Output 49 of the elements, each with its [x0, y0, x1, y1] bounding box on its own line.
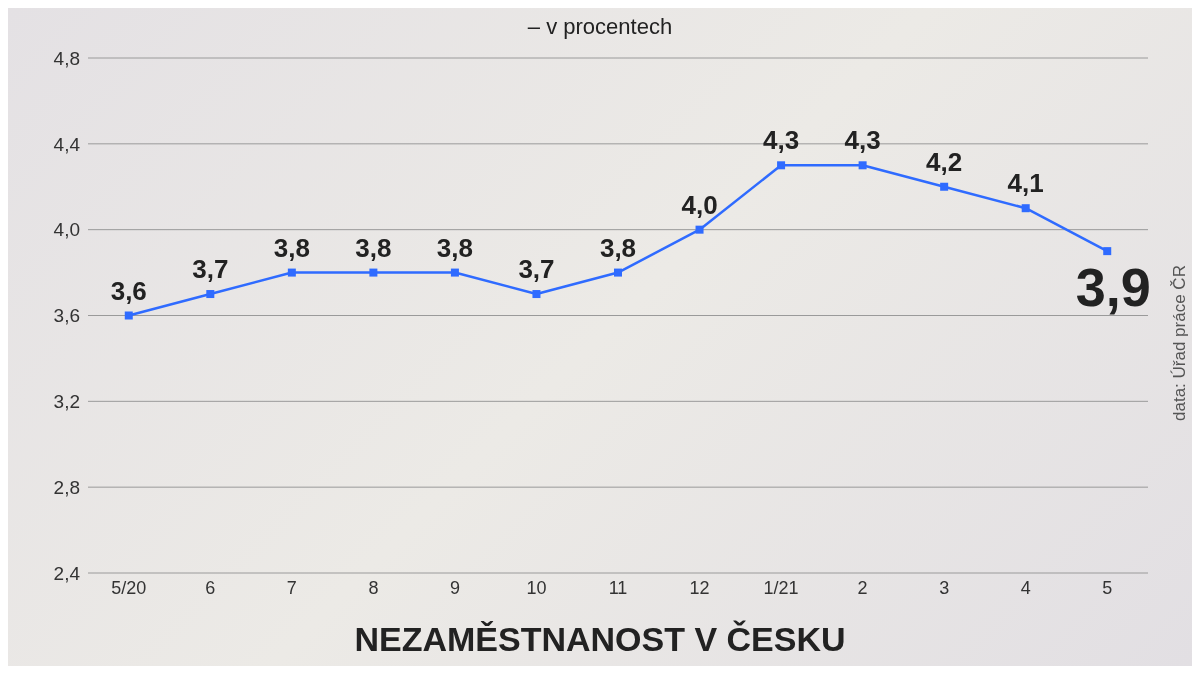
point — [532, 290, 541, 299]
point — [369, 268, 378, 277]
x-tick-label: 5/20 — [111, 577, 147, 598]
y-tick-label: 3,2 — [53, 391, 80, 413]
x-tick-label: 7 — [286, 577, 297, 598]
data-label: 3,8 — [355, 232, 392, 263]
x-tick-label: 8 — [368, 577, 379, 598]
data-label: 3,8 — [436, 232, 473, 263]
x-tick-label: 2 — [857, 577, 868, 598]
data-label: 3,7 — [192, 254, 229, 285]
data-label: 4,1 — [1007, 168, 1044, 199]
x-tick-label: 11 — [608, 577, 628, 598]
y-tick-label: 3,6 — [53, 305, 80, 327]
point — [1103, 247, 1112, 256]
point — [858, 161, 867, 170]
y-tick-label: 2,4 — [53, 562, 81, 584]
data-label: 3,7 — [518, 254, 555, 285]
data-label: 4,3 — [763, 125, 800, 156]
x-tick-label: 10 — [526, 577, 547, 598]
data-label: 3,9 — [1075, 257, 1151, 318]
point — [940, 182, 949, 191]
chart-subtitle: – v procentech — [526, 14, 674, 40]
point — [695, 225, 704, 234]
text: data: Úřad práce ČR — [1170, 264, 1190, 423]
x-tick-label: 12 — [689, 577, 710, 598]
x-tick-label: 9 — [449, 577, 460, 598]
x-tick-label: 5 — [1102, 577, 1113, 598]
data-label: 3,8 — [599, 232, 637, 263]
text: NEZAMĚSTNANOST V ČESKU — [353, 620, 847, 659]
point — [124, 311, 133, 320]
x-tick-label: 4 — [1020, 577, 1031, 598]
point — [206, 290, 215, 299]
point — [287, 268, 296, 277]
data-label: 4,3 — [844, 125, 881, 156]
y-tick-label: 4,0 — [53, 219, 80, 241]
point — [614, 268, 622, 277]
x-tick-label: 3 — [939, 577, 950, 598]
y-tick-label: 4,8 — [53, 47, 80, 69]
data-label: 4,2 — [926, 146, 963, 177]
data-label: 4,0 — [681, 189, 718, 220]
x-tick-label: 6 — [205, 577, 216, 598]
point — [1021, 204, 1030, 213]
point — [777, 161, 786, 170]
y-tick-label: 2,8 — [53, 476, 80, 498]
point — [450, 268, 459, 277]
y-tick-label: 4,4 — [53, 133, 81, 155]
x-tick-label: 1/21 — [763, 577, 799, 598]
data-label: 3,6 — [110, 275, 147, 306]
data-label: 3,8 — [273, 232, 310, 263]
